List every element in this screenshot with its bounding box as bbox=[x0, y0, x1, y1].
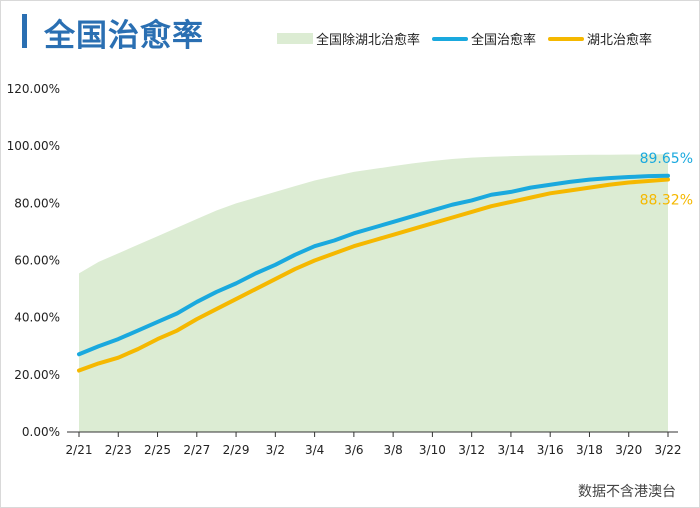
legend-swatch-area bbox=[277, 33, 313, 44]
y-tick-label: 0.00% bbox=[22, 425, 60, 439]
x-tick-label: 3/16 bbox=[537, 443, 564, 457]
y-tick-label: 120.00% bbox=[7, 82, 60, 96]
x-tick-label: 2/25 bbox=[144, 443, 171, 457]
x-tick-label: 2/23 bbox=[105, 443, 132, 457]
line-series-hubei bbox=[77, 177, 670, 373]
y-tick-label: 40.00% bbox=[14, 311, 60, 325]
x-tick-label: 2/27 bbox=[183, 443, 210, 457]
x-tick-label: 3/10 bbox=[419, 443, 446, 457]
legend: 全国除湖北治愈率 全国治愈率 湖北治愈率 bbox=[277, 29, 664, 48]
legend-swatch-hubei bbox=[548, 36, 585, 41]
end-label-national: 89.65% bbox=[640, 151, 693, 167]
x-tick-label: 3/6 bbox=[344, 443, 363, 457]
legend-label-hubei: 湖北治愈率 bbox=[587, 33, 653, 48]
legend-swatch-national bbox=[432, 36, 469, 41]
x-tick-label: 3/18 bbox=[576, 443, 603, 457]
y-tick-label: 60.00% bbox=[14, 254, 60, 268]
x-tick-label: 2/21 bbox=[66, 443, 93, 457]
y-tick-label: 20.00% bbox=[14, 368, 60, 382]
legend-label-national: 全国治愈率 bbox=[471, 33, 537, 48]
x-tick-label: 3/20 bbox=[615, 443, 642, 457]
x-tick-label: 3/8 bbox=[383, 443, 402, 457]
end-label-hubei: 88.32% bbox=[640, 193, 693, 209]
line-series-national bbox=[77, 173, 670, 357]
x-tick-label: 3/22 bbox=[655, 443, 682, 457]
x-tick-label: 3/14 bbox=[497, 443, 524, 457]
legend-item-hubei: 湖北治愈率 bbox=[548, 29, 652, 48]
x-tick-label: 3/4 bbox=[305, 443, 324, 457]
x-tick-label: 3/12 bbox=[458, 443, 485, 457]
title-accent-bar bbox=[22, 14, 27, 48]
legend-item-area: 全国除湖北治愈率 bbox=[277, 29, 420, 48]
legend-item-national: 全国治愈率 bbox=[432, 29, 536, 48]
legend-label-area: 全国除湖北治愈率 bbox=[316, 33, 421, 48]
x-tick-label: 3/2 bbox=[266, 443, 285, 457]
area-series-national-excl-hubei bbox=[79, 154, 668, 433]
y-tick-label: 80.00% bbox=[14, 196, 60, 210]
x-tick-label: 2/29 bbox=[223, 443, 250, 457]
source-note: 数据不含港澳台 bbox=[578, 484, 676, 500]
chart-title: 全国治愈率 bbox=[44, 18, 204, 54]
y-tick-label: 100.00% bbox=[7, 139, 60, 153]
